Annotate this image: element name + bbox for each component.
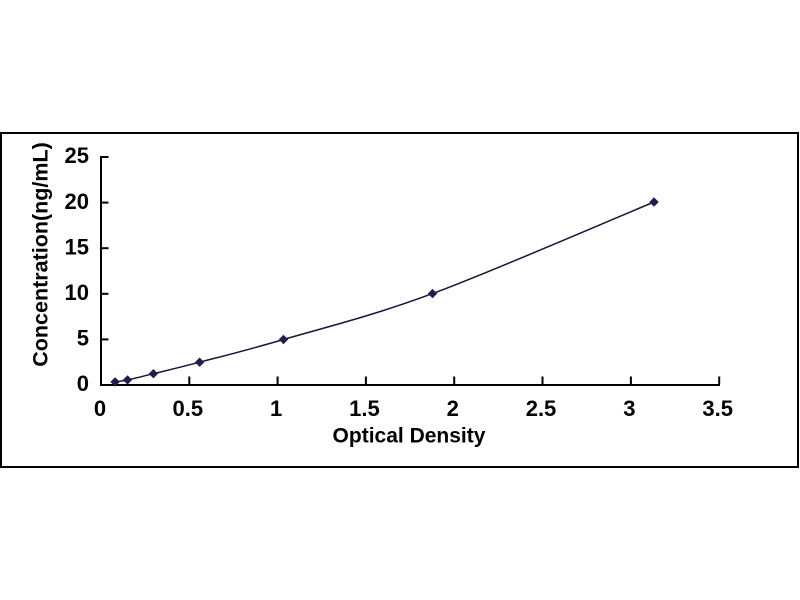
svg-text:3.5: 3.5 xyxy=(702,396,733,421)
svg-text:15: 15 xyxy=(65,234,89,259)
svg-text:0: 0 xyxy=(77,371,89,396)
svg-text:0.5: 0.5 xyxy=(173,396,204,421)
svg-text:5: 5 xyxy=(77,326,89,351)
svg-text:Concentration(ng/mL): Concentration(ng/mL) xyxy=(29,142,53,367)
svg-text:2.5: 2.5 xyxy=(526,396,557,421)
svg-text:3: 3 xyxy=(623,396,635,421)
svg-text:1.5: 1.5 xyxy=(349,396,380,421)
svg-text:25: 25 xyxy=(65,143,89,168)
svg-text:Optical Density: Optical Density xyxy=(333,424,486,447)
svg-text:10: 10 xyxy=(65,280,89,305)
svg-text:0: 0 xyxy=(94,396,106,421)
svg-text:1: 1 xyxy=(270,396,282,421)
svg-text:2: 2 xyxy=(447,396,459,421)
svg-text:20: 20 xyxy=(65,189,89,214)
